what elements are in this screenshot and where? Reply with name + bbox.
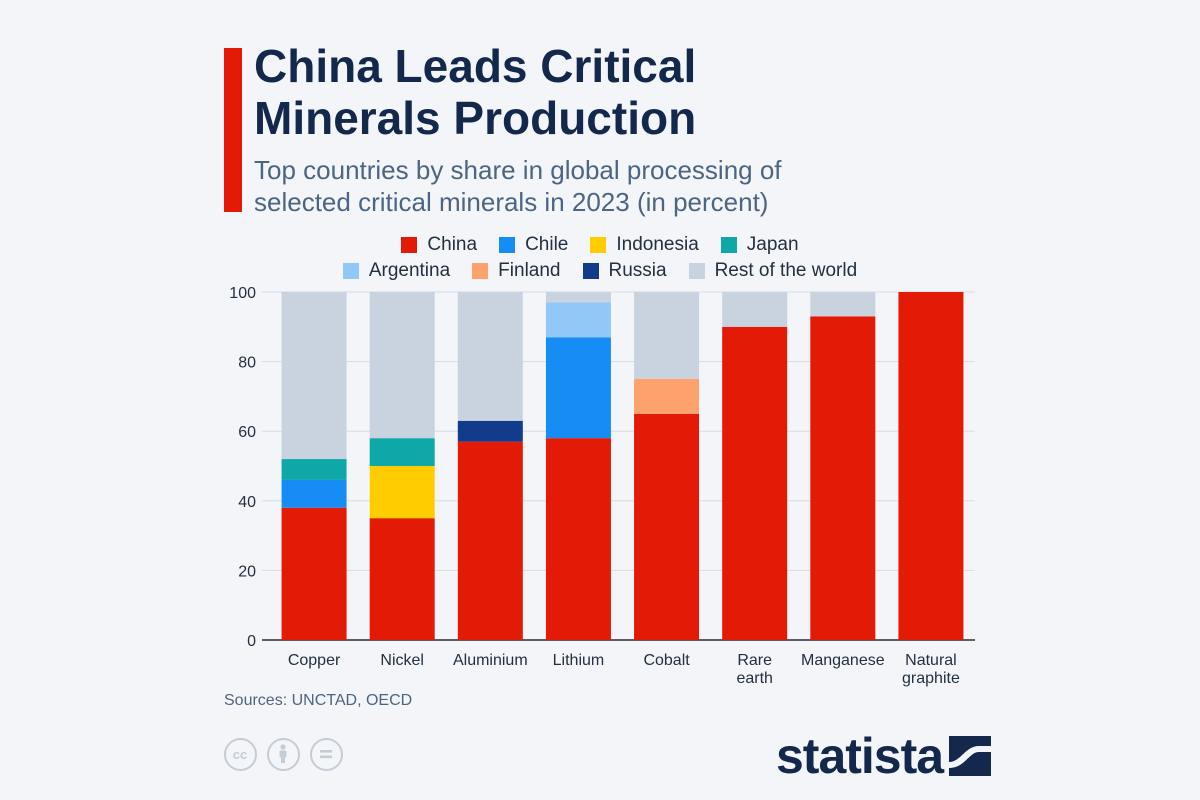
- x-tick-label: Lithium: [553, 652, 605, 669]
- bar-copper-chile[interactable]: [281, 479, 347, 508]
- legend-swatch: [720, 237, 737, 253]
- chart-title: China Leads Critical Minerals Production: [254, 40, 696, 144]
- legend-item-indonesia[interactable]: Indonesia: [590, 234, 699, 256]
- bar-lithium-chile[interactable]: [545, 337, 611, 439]
- subtitle-line-1: Top countries by share in global process…: [254, 155, 782, 185]
- legend-swatch: [342, 263, 359, 279]
- bar-nickel-indonesia[interactable]: [369, 466, 435, 519]
- bar-cobalt-rest-of-the-world[interactable]: [634, 292, 700, 379]
- legend-swatch: [401, 237, 418, 253]
- statista-logo-text: statista: [776, 728, 944, 784]
- bar-copper-china[interactable]: [281, 507, 347, 640]
- legend-label: China: [427, 234, 478, 255]
- y-tick-label: 40: [238, 494, 256, 511]
- license-icons: cc: [224, 738, 343, 771]
- subtitle-line-2: selected critical minerals in 2023 (in p…: [254, 187, 769, 217]
- title-line-2: Minerals Production: [254, 92, 697, 144]
- legend-item-china[interactable]: China: [401, 234, 477, 256]
- statista-logo[interactable]: statista: [776, 728, 992, 784]
- legend-item-rest-of-the-world[interactable]: Rest of the world: [688, 260, 858, 282]
- legend-label: Chile: [525, 234, 569, 255]
- sources-note: Sources: UNCTAD, OECD: [224, 692, 413, 709]
- legend-swatch: [582, 263, 599, 279]
- cc-icon[interactable]: cc: [224, 738, 257, 771]
- y-tick-label: 60: [238, 424, 256, 441]
- y-tick-label: 20: [238, 563, 256, 580]
- bar-nickel-rest-of-the-world[interactable]: [369, 292, 435, 439]
- bar-copper-japan[interactable]: [281, 459, 347, 480]
- bar-lithium-rest-of-the-world[interactable]: [545, 292, 611, 303]
- chart-legend: China Chile Indonesia Japan Argentina Finland…: [224, 232, 976, 284]
- bar-natural-graphite-china[interactable]: [898, 292, 964, 640]
- bar-rare-earth-china[interactable]: [722, 326, 788, 640]
- legend-label: Japan: [746, 234, 799, 255]
- y-tick-label: 80: [238, 355, 256, 372]
- legend-row: China Chile Indonesia Japan: [224, 232, 976, 258]
- legend-swatch: [472, 263, 489, 279]
- legend-swatch: [688, 263, 705, 279]
- legend-label: Russia: [608, 260, 667, 281]
- legend-label: Rest of the world: [714, 260, 858, 281]
- legend-row: Argentina Finland Russia Rest of the world: [224, 258, 976, 284]
- bar-lithium-china[interactable]: [545, 438, 611, 640]
- bar-cobalt-china[interactable]: [634, 413, 700, 640]
- bar-aluminium-rest-of-the-world[interactable]: [457, 292, 523, 421]
- legend-item-japan[interactable]: Japan: [720, 234, 799, 256]
- attribution-icon[interactable]: [267, 738, 300, 771]
- y-tick-label: 0: [247, 633, 256, 650]
- bar-aluminium-china[interactable]: [457, 441, 523, 640]
- x-tick-label: Cobalt: [643, 652, 690, 669]
- svg-text:cc: cc: [233, 747, 247, 762]
- y-tick-label: 100: [229, 285, 256, 302]
- legend-item-argentina[interactable]: Argentina: [342, 260, 451, 282]
- chart-subtitle: Top countries by share in global process…: [254, 154, 782, 218]
- legend-item-finland[interactable]: Finland: [472, 260, 561, 282]
- legend-swatch: [590, 237, 607, 253]
- x-tick-label: Rare earth: [736, 652, 772, 687]
- title-accent-bar: [224, 48, 242, 212]
- legend-swatch: [499, 237, 516, 253]
- legend-label: Finland: [498, 260, 561, 281]
- bar-copper-rest-of-the-world[interactable]: [281, 292, 347, 460]
- bar-manganese-china[interactable]: [810, 316, 876, 640]
- no-derivatives-icon[interactable]: [310, 738, 343, 771]
- x-tick-label: Nickel: [380, 652, 424, 669]
- statista-logo-icon: [949, 736, 992, 776]
- x-tick-label: Copper: [288, 652, 341, 669]
- bar-lithium-argentina[interactable]: [545, 302, 611, 338]
- bar-nickel-japan[interactable]: [369, 438, 435, 466]
- legend-item-russia[interactable]: Russia: [582, 260, 667, 282]
- legend-label: Indonesia: [616, 234, 699, 255]
- bar-rare-earth-rest-of-the-world[interactable]: [722, 292, 788, 327]
- bar-aluminium-russia[interactable]: [457, 420, 523, 442]
- title-line-1: China Leads Critical: [254, 40, 697, 92]
- bar-nickel-china[interactable]: [369, 518, 435, 640]
- x-tick-label: Manganese: [801, 652, 885, 669]
- bar-manganese-rest-of-the-world[interactable]: [810, 292, 876, 317]
- bar-cobalt-finland[interactable]: [634, 379, 700, 414]
- legend-label: Argentina: [368, 260, 451, 281]
- x-tick-label: Aluminium: [453, 652, 528, 669]
- x-tick-label: Natural graphite: [902, 652, 960, 687]
- legend-item-chile[interactable]: Chile: [499, 234, 568, 256]
